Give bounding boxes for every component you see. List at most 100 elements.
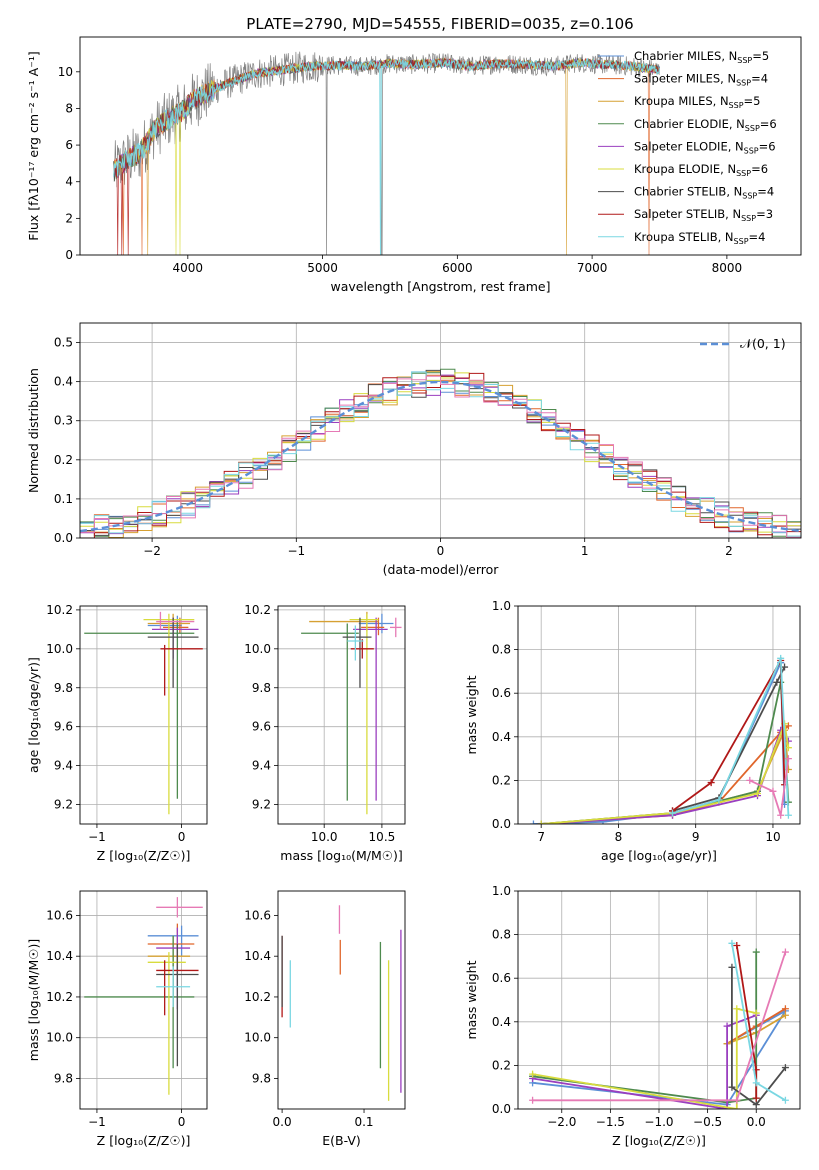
data-spectrum-line — [113, 51, 660, 255]
legend-label-text: Salpeter MILES, N — [634, 72, 736, 86]
y-tick-label: 9.6 — [252, 720, 271, 734]
axes-frame — [79, 890, 208, 1110]
plot-area — [80, 891, 207, 1109]
weight-marker — [784, 811, 792, 819]
model-spectrum-line — [113, 57, 660, 255]
legend-label-suffix: =3 — [756, 207, 773, 221]
weight-marker — [733, 942, 741, 949]
weight-line — [541, 726, 790, 824]
weight-marker — [752, 1079, 760, 1087]
weight-marker — [537, 820, 545, 824]
plot-inner — [518, 891, 800, 1109]
weight-marker — [752, 1009, 760, 1017]
model-spectrum-line — [113, 57, 660, 255]
x-tick-label: 10.5 — [369, 830, 396, 844]
weight-marker — [752, 1101, 760, 1109]
x-axis-label: Z [log₁₀(Z/Z☉)] — [97, 848, 191, 863]
weight-marker — [529, 1070, 537, 1078]
weight-line — [671, 657, 786, 812]
weight-marker — [784, 722, 792, 730]
weight-line — [541, 728, 790, 824]
y-tick-label: 9.2 — [252, 798, 271, 812]
y-tick-label: 9.6 — [54, 720, 73, 734]
x-tick-label: 0 — [437, 544, 445, 558]
legend-label-suffix: =6 — [751, 162, 768, 176]
legend-label-suffix: =6 — [760, 117, 777, 131]
y-axis-label: mass [log₁₀(M/M☉)] — [26, 939, 41, 1061]
y-tick-label: 1.0 — [492, 599, 511, 613]
legend-label-text: Kroupa MILES, N — [634, 94, 729, 108]
model-spectrum-line — [113, 57, 660, 255]
x-axis-label: age [log₁₀(age/yr)] — [601, 848, 717, 863]
y-tick-label: 0 — [65, 248, 73, 262]
legend-label: Kroupa ELODIE, NSSP=6 — [634, 162, 768, 178]
legend-label: Chabrier MILES, NSSP=5 — [634, 49, 769, 65]
x-tick-label: 0.0 — [747, 1115, 766, 1129]
y-axis-label: Normed distribution — [26, 368, 41, 493]
y-tick-label: 10.6 — [46, 908, 73, 922]
axes-frame — [79, 36, 802, 256]
weight-marker — [707, 779, 715, 787]
y-tick-label: 0.6 — [492, 686, 511, 700]
legend-label: Kroupa MILES, NSSP=5 — [634, 94, 760, 110]
weight-marker — [715, 796, 723, 804]
y-tick-label: 9.8 — [54, 1071, 73, 1085]
legend-label-suffix: =5 — [744, 94, 761, 108]
weight-marker — [746, 776, 754, 784]
axes-frame — [79, 322, 802, 539]
weight-marker — [754, 789, 762, 797]
y-tick-label: 0.1 — [54, 492, 73, 506]
legend-label-suffix: =5 — [752, 49, 769, 63]
legend-label-suffix: =4 — [757, 185, 774, 199]
weight-line — [532, 1007, 757, 1109]
y-tick-label: 0.4 — [492, 730, 511, 744]
weight-line — [541, 725, 789, 824]
weight-marker — [728, 939, 736, 947]
y-tick-label: 10.4 — [46, 949, 73, 963]
weight-marker — [781, 1064, 789, 1072]
x-axis-label: Z [log₁₀(Z/Z☉)] — [97, 1133, 191, 1148]
weight-line — [731, 967, 787, 1106]
y-tick-label: 10.0 — [46, 642, 73, 656]
legend-label-text: Salpeter ELODIE, N — [634, 139, 744, 153]
x-tick-label: 8 — [615, 830, 623, 844]
model-spectrum-line — [113, 58, 660, 255]
weight-marker — [769, 787, 777, 795]
y-tick-label: 10.0 — [244, 642, 271, 656]
y-tick-label: 0.0 — [492, 1102, 511, 1116]
x-tick-label: 2 — [725, 544, 733, 558]
plot-inner — [80, 323, 801, 538]
weight-line — [672, 657, 790, 816]
x-tick-label: 4000 — [173, 261, 204, 275]
weight-line — [541, 720, 790, 824]
x-axis-label: wavelength [Angstrom, rest frame] — [330, 279, 550, 294]
y-axis-label: mass weight — [464, 960, 479, 1039]
axes-frame — [277, 890, 406, 1110]
x-tick-label: 7000 — [577, 261, 608, 275]
x-tick-label: −2.0 — [547, 1115, 576, 1129]
legend-label-text: Chabrier MILES, N — [634, 49, 737, 63]
x-tick-label: 0 — [178, 830, 186, 844]
y-tick-label: 9.8 — [54, 681, 73, 695]
x-tick-label: 9 — [692, 830, 700, 844]
legend-label-suffix: =4 — [749, 230, 766, 244]
plot-area — [518, 606, 800, 824]
x-tick-label: 0 — [178, 1115, 186, 1129]
x-tick-label: 8000 — [712, 261, 743, 275]
plot-area — [80, 323, 801, 538]
x-tick-label: 0.0 — [273, 1115, 292, 1129]
weight-marker — [733, 1096, 741, 1104]
y-tick-label: 0.2 — [54, 453, 73, 467]
x-tick-label: 1 — [581, 544, 589, 558]
legend-label-subscript: SSP — [744, 146, 759, 155]
weight-marker — [781, 1005, 789, 1013]
y-tick-label: 9.8 — [252, 681, 271, 695]
weight-marker — [781, 663, 789, 671]
plot-area — [278, 606, 405, 824]
model-spectrum-line — [113, 57, 660, 255]
model-spectrum-line — [113, 58, 660, 182]
weight-marker — [728, 963, 736, 971]
x-tick-label: 0.1 — [354, 1115, 373, 1129]
x-axis-label: mass [log₁₀(M/M☉)] — [280, 848, 402, 863]
y-tick-label: 0.8 — [492, 643, 511, 657]
